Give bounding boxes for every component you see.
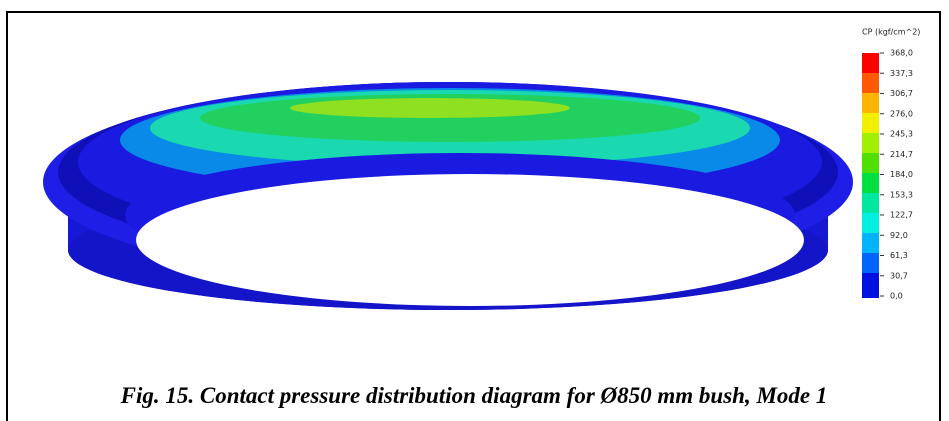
legend-label: 276,0 bbox=[890, 109, 913, 118]
legend-label: 0,0 bbox=[890, 292, 903, 301]
legend-label: 337,3 bbox=[890, 69, 913, 78]
legend-label: 184,0 bbox=[890, 170, 913, 179]
ring-model bbox=[43, 82, 853, 310]
figure-caption: Fig. 15. Contact pressure distribution d… bbox=[120, 383, 828, 408]
legend-labels: 368,0 337,3 306,7 276,0 245,3 214,7 184,0 153,3… bbox=[880, 49, 913, 301]
legend-title: CP (kgf/cm^2) bbox=[862, 28, 920, 37]
legend-label: 214,7 bbox=[890, 150, 913, 159]
figure: CP (kgf/cm^2) 368,0 337,3 306,7 276,0 245,3 2… bbox=[0, 0, 949, 421]
legend-label: 306,7 bbox=[890, 89, 913, 98]
colorbar bbox=[862, 53, 879, 298]
legend-label: 245,3 bbox=[890, 130, 913, 139]
legend-label: 30,7 bbox=[890, 271, 908, 280]
legend-label: 92,0 bbox=[890, 231, 908, 240]
legend-label: 122,7 bbox=[890, 211, 913, 220]
legend-label: 153,3 bbox=[890, 190, 913, 199]
legend-label: 61,3 bbox=[890, 251, 908, 260]
legend-label: 368,0 bbox=[890, 49, 913, 58]
